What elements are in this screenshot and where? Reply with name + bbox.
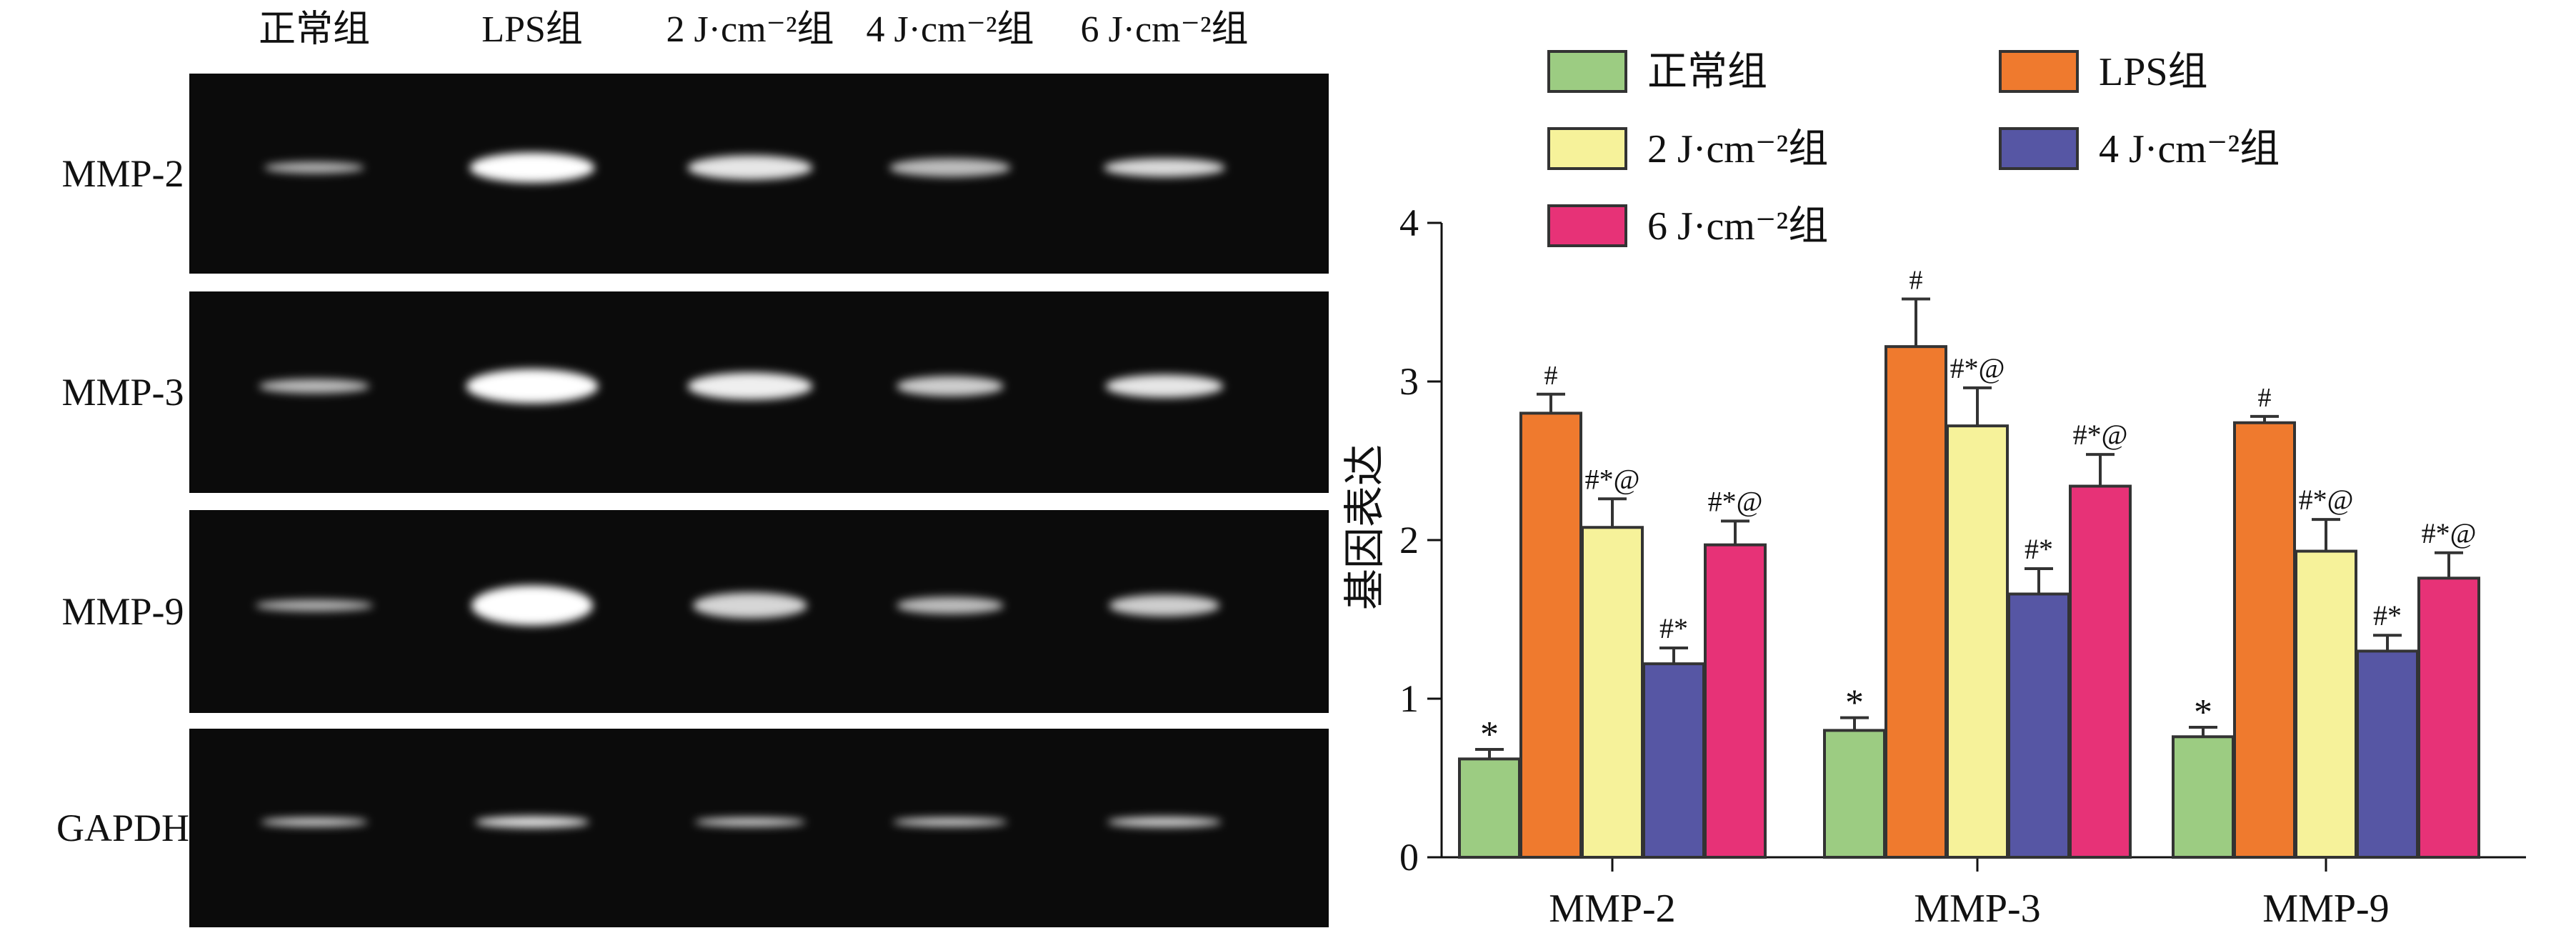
bar <box>1823 729 1886 859</box>
significance-label: #* <box>2373 599 2402 632</box>
y-tick-label: 0 <box>1399 836 1419 879</box>
legend-label: LPS组 <box>2099 50 2208 94</box>
blot-band <box>693 592 807 619</box>
blot-band <box>475 816 589 828</box>
bar <box>2069 484 2132 859</box>
blot-band <box>687 372 813 400</box>
blot-band <box>1105 374 1224 398</box>
bar <box>1581 526 1644 859</box>
y-tick-label: 3 <box>1399 360 1419 403</box>
blot-band <box>893 817 1007 827</box>
significance-label: #*@ <box>2299 484 2354 516</box>
blot-band <box>471 585 593 626</box>
significance-label: #*@ <box>2073 419 2128 451</box>
x-tick-label: MMP-3 <box>1914 887 2040 928</box>
bar <box>1458 757 1521 859</box>
legend-swatch <box>1999 50 2079 93</box>
blot-band <box>897 597 1004 614</box>
blot-band <box>255 599 374 612</box>
lane-label: 2 J·cm⁻²组 <box>666 9 834 50</box>
legend-swatch <box>1547 50 1627 93</box>
blot-row-label: GAPDH <box>56 807 189 849</box>
y-tick-label: 4 <box>1399 201 1419 244</box>
bar <box>1946 424 2009 859</box>
blot-band <box>261 817 368 827</box>
legend-swatch <box>1547 204 1627 247</box>
significance-label: #*@ <box>1708 485 1763 517</box>
x-tick-label: MMP-2 <box>1549 887 1675 928</box>
bar <box>2295 549 2357 859</box>
blot-band <box>897 376 1004 396</box>
significance-label: * <box>1480 714 1499 755</box>
bar <box>2233 421 2296 859</box>
y-tick-label: 2 <box>1399 519 1419 562</box>
blot-band <box>264 161 364 174</box>
bar <box>1704 543 1767 859</box>
bar <box>2356 649 2419 859</box>
legend-swatch <box>1547 127 1627 170</box>
blot-band <box>259 379 370 394</box>
legend-swatch <box>1999 127 2079 170</box>
blot-band <box>687 155 813 180</box>
y-axis-label: 基因表达 <box>1342 444 1388 610</box>
blot-band <box>1107 817 1222 827</box>
blot-band <box>466 369 599 404</box>
blot-row-label: MMP-2 <box>61 152 184 195</box>
blot-row-label: MMP-3 <box>61 371 184 414</box>
western-blot-panel: 正常组 LPS组 2 J·cm⁻²组 4 J·cm⁻²组 6 J·cm⁻²组 MMP-2 M… <box>56 9 1329 927</box>
blot-band <box>1109 594 1220 617</box>
bar <box>2417 577 2480 859</box>
bar <box>1884 345 1947 859</box>
lane-label: LPS组 <box>481 9 583 50</box>
y-tick-label: 1 <box>1399 677 1419 720</box>
bar <box>1519 411 1582 859</box>
significance-label: #* <box>2025 533 2053 565</box>
legend-label: 6 J·cm⁻²组 <box>1647 204 1828 249</box>
blot-row-label: MMP-9 <box>61 590 184 633</box>
legend-label: 4 J·cm⁻²组 <box>2099 127 2280 171</box>
blot-band <box>889 158 1011 177</box>
legend-label: 2 J·cm⁻²组 <box>1647 127 1828 171</box>
significance-label: * <box>1845 683 1864 724</box>
significance-label: # <box>2258 383 2272 413</box>
x-tick-label: MMP-9 <box>2262 887 2389 928</box>
significance-label: #*@ <box>1950 352 2005 384</box>
lane-label: 6 J·cm⁻²组 <box>1080 9 1248 50</box>
significance-label: * <box>2194 692 2212 733</box>
bar-chart: 01234基因表达MMP-2*##*@#*#*@MMP-3*##*@#*#*@M… <box>1342 50 2526 928</box>
significance-label: #*@ <box>1585 463 1640 495</box>
significance-label: #* <box>1659 612 1688 644</box>
lane-label: 4 J·cm⁻²组 <box>866 9 1034 50</box>
blot-band <box>694 817 806 827</box>
blot-band <box>469 152 595 183</box>
bar <box>2172 735 2235 859</box>
lane-label: 正常组 <box>259 9 370 50</box>
blot-panel <box>189 729 1329 927</box>
significance-label: #*@ <box>2422 517 2477 549</box>
bar <box>2007 592 2070 859</box>
legend-label: 正常组 <box>1647 50 1767 94</box>
bar <box>1642 662 1705 859</box>
significance-label: # <box>1909 266 1923 296</box>
significance-label: # <box>1544 361 1558 391</box>
blot-band <box>1104 158 1225 177</box>
